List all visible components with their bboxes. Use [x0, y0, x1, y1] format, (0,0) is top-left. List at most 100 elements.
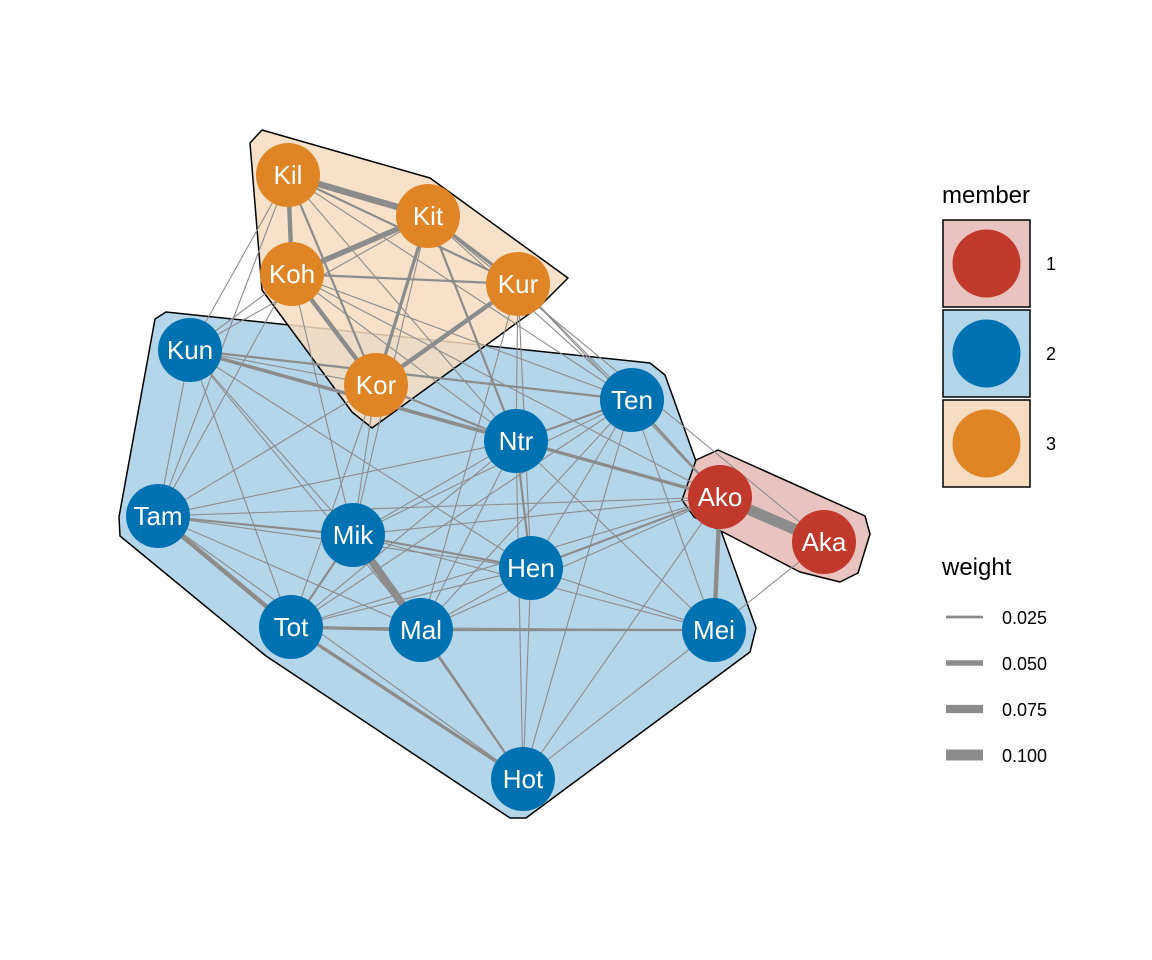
legend-weight-title: weight	[941, 554, 1012, 581]
edge-kil-ntr	[287, 174, 517, 442]
edge-kun-tot	[189, 349, 292, 628]
node-label: Kur	[498, 269, 539, 299]
edge-hen-mei	[530, 567, 715, 631]
legend-weight-item: 0.025	[946, 608, 1047, 628]
node-circle	[486, 252, 550, 316]
edge-kun-ten	[189, 348, 633, 402]
node-label: Tam	[133, 501, 182, 531]
edge-ntr-ako	[515, 439, 721, 499]
edge-koh-kur	[291, 272, 519, 286]
legend-weight: weight 0.025 0.050 0.075 0.100	[941, 554, 1047, 766]
node-circle	[499, 536, 563, 600]
edge-kun-hen	[189, 349, 532, 569]
node-kit: Kit	[396, 184, 460, 248]
edge-kil-kor	[286, 174, 378, 386]
node-circle	[389, 598, 453, 662]
legend-member-label: 3	[1046, 434, 1056, 454]
node-kur: Kur	[486, 252, 550, 316]
node-mik: Mik	[321, 503, 385, 567]
edge-koh-ntr	[291, 273, 517, 442]
edge-kil-kun	[189, 174, 289, 351]
node-mei: Mei	[682, 598, 746, 662]
node-circle	[792, 510, 856, 574]
edge-hen-hot	[522, 567, 532, 780]
node-ten: Ten	[600, 368, 664, 432]
node-circle	[600, 368, 664, 432]
legend-weight-item: 0.100	[946, 746, 1047, 766]
legend-member-item: 1	[942, 219, 1056, 308]
node-tot: Tot	[259, 595, 323, 659]
node-label: Mik	[333, 520, 374, 550]
community-hulls	[118, 129, 871, 819]
edge-kit-ntr	[426, 215, 518, 442]
edge-tam-mal	[157, 515, 422, 631]
node-aka: Aka	[792, 510, 856, 574]
edge-kor-tam	[157, 384, 377, 517]
node-ako: Ako	[688, 465, 752, 529]
edge-mal-ako	[420, 496, 721, 631]
edge-ten-tot	[290, 399, 633, 628]
edge-ntr-mal	[420, 440, 517, 631]
node-kil: Kil	[256, 143, 320, 207]
legend-member-label: 1	[1046, 254, 1056, 274]
node-circle	[321, 503, 385, 567]
node-koh: Koh	[260, 242, 324, 306]
edge-tot-hot	[290, 625, 524, 781]
node-circle	[256, 143, 320, 207]
node-circle	[484, 409, 548, 473]
edge-kun-mik	[189, 349, 354, 536]
edge-ten-hen	[530, 399, 633, 569]
node-circle	[158, 318, 222, 382]
legend-member-title: member	[942, 182, 1030, 209]
node-label: Tot	[274, 612, 309, 642]
edge-kil-tam	[157, 174, 289, 517]
legend-member: member 1 2 3	[942, 182, 1056, 488]
node-label: Kor	[356, 370, 397, 400]
node-kor: Kor	[344, 353, 408, 417]
legend-weight-item: 0.050	[946, 654, 1047, 674]
node-label: Aka	[802, 527, 847, 557]
node-label: Koh	[269, 259, 315, 289]
legend-member-swatch	[952, 409, 1021, 478]
edge-kil-ten	[287, 174, 633, 401]
node-mal: Mal	[389, 598, 453, 662]
node-tam: Tam	[126, 484, 190, 548]
node-label: Hen	[507, 553, 555, 583]
legend-member-label: 2	[1046, 344, 1056, 364]
node-label: Kit	[413, 201, 444, 231]
node-circle	[259, 595, 323, 659]
legend-weight-item: 0.075	[946, 700, 1047, 720]
legend-member-item: 3	[942, 399, 1056, 488]
edge-mei-hot	[522, 629, 715, 780]
edge-ntr-tot	[290, 440, 517, 628]
legend-weight-label: 0.050	[1002, 654, 1047, 674]
edge-ten-mik	[352, 399, 633, 536]
node-ntr: Ntr	[484, 409, 548, 473]
node-circle	[491, 747, 555, 811]
edge-tam-hot	[157, 515, 524, 780]
edge-kun-mal	[189, 349, 422, 631]
node-label: Mei	[693, 615, 735, 645]
node-circle	[344, 353, 408, 417]
node-label: Ntr	[499, 426, 534, 456]
edge-ten-mal	[420, 399, 633, 631]
edge-koh-tam	[157, 273, 293, 517]
legend-weight-label: 0.100	[1002, 746, 1047, 766]
edge-ten-hot	[522, 399, 633, 780]
node-label: Ako	[698, 482, 743, 512]
legend-member-swatch	[952, 229, 1021, 298]
legend-member-item: 2	[942, 309, 1056, 398]
edge-koh-ten	[291, 273, 633, 401]
node-label: Ten	[611, 385, 653, 415]
node-circle	[260, 242, 324, 306]
nodes: Kil Kit Koh Kur Kor Kun Ten Ntr Tam Mik Hen Tot Mal M…	[126, 143, 856, 811]
node-label: Mal	[400, 615, 442, 645]
node-circle	[688, 465, 752, 529]
legend-weight-label: 0.025	[1002, 608, 1047, 628]
node-kun: Kun	[158, 318, 222, 382]
node-circle	[396, 184, 460, 248]
legend-member-swatch	[952, 319, 1021, 388]
edge-hen-tot	[290, 567, 532, 628]
edge-ntr-tam	[157, 440, 517, 517]
